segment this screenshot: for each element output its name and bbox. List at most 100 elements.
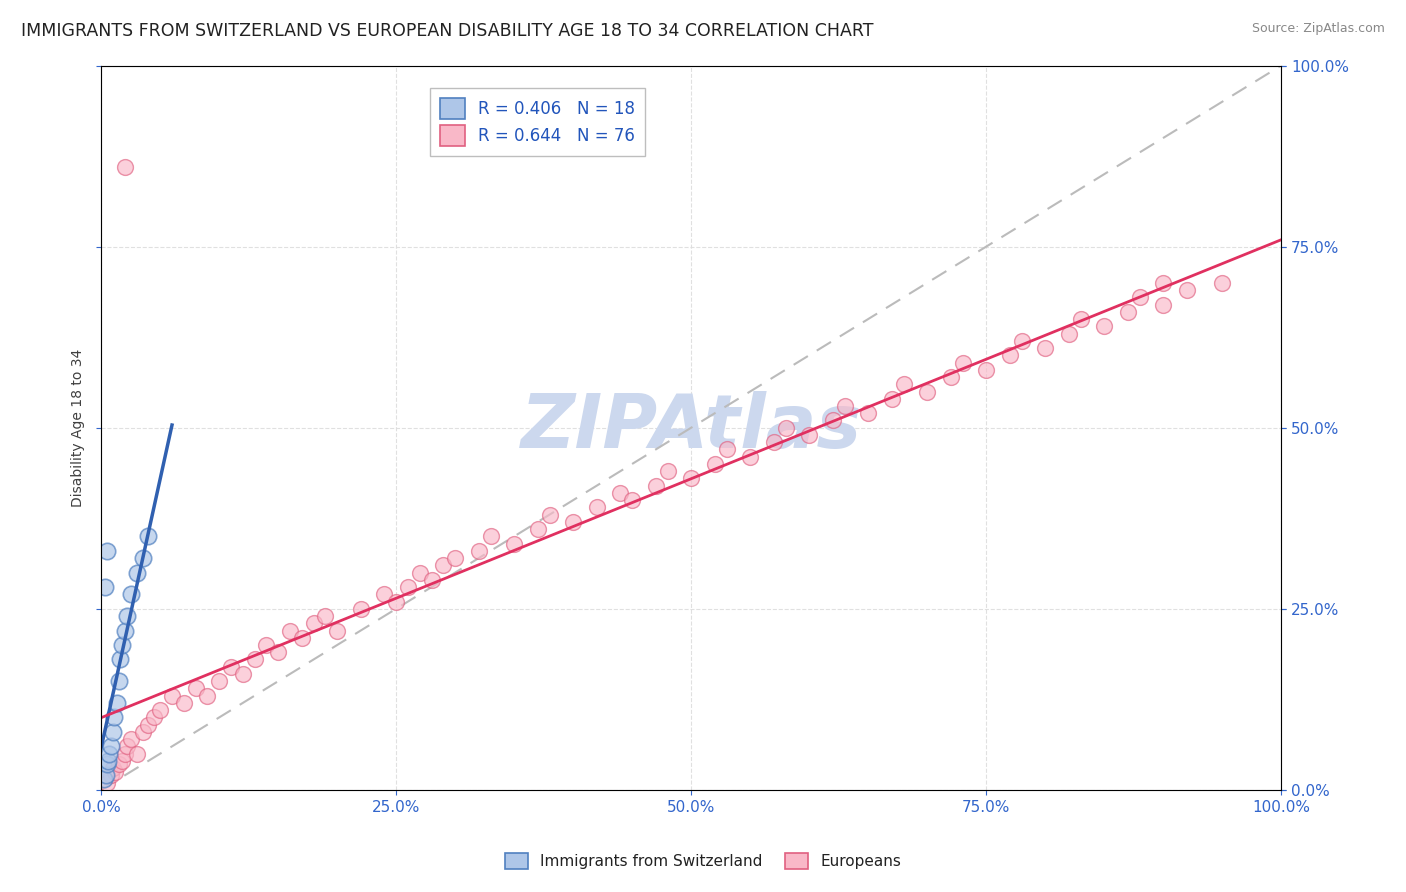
Point <box>1211 276 1233 290</box>
Point <box>160 689 183 703</box>
Point <box>468 544 491 558</box>
Point <box>1116 305 1139 319</box>
Point <box>503 536 526 550</box>
Point <box>998 348 1021 362</box>
Point <box>1152 297 1174 311</box>
Point <box>94 580 117 594</box>
Point <box>609 486 631 500</box>
Point <box>538 508 561 522</box>
Point <box>562 515 585 529</box>
Point <box>797 428 820 442</box>
Point <box>96 544 118 558</box>
Point <box>880 392 903 406</box>
Point <box>762 435 785 450</box>
Point <box>115 609 138 624</box>
Point <box>834 399 856 413</box>
Point <box>644 478 666 492</box>
Point <box>100 768 122 782</box>
Point <box>104 764 127 779</box>
Point <box>373 587 395 601</box>
Point <box>254 638 277 652</box>
Point <box>98 747 121 761</box>
Point <box>108 652 131 666</box>
Point <box>111 638 134 652</box>
Point <box>131 725 153 739</box>
Point <box>1152 276 1174 290</box>
Point <box>821 413 844 427</box>
Point <box>585 500 607 515</box>
Point <box>219 659 242 673</box>
Point <box>197 689 219 703</box>
Point <box>101 725 124 739</box>
Point <box>97 754 120 768</box>
Point <box>120 587 142 601</box>
Point <box>232 667 254 681</box>
Point <box>1175 283 1198 297</box>
Point <box>314 609 336 624</box>
Text: IMMIGRANTS FROM SWITZERLAND VS EUROPEAN DISABILITY AGE 18 TO 34 CORRELATION CHAR: IMMIGRANTS FROM SWITZERLAND VS EUROPEAN … <box>21 22 873 40</box>
Point <box>138 717 160 731</box>
Point <box>681 471 703 485</box>
Point <box>103 710 125 724</box>
Point <box>716 442 738 457</box>
Point <box>1092 319 1115 334</box>
Point <box>120 732 142 747</box>
Point <box>409 566 432 580</box>
Point <box>740 450 762 464</box>
Point <box>184 681 207 696</box>
Point <box>173 696 195 710</box>
Legend: Immigrants from Switzerland, Europeans: Immigrants from Switzerland, Europeans <box>499 847 907 875</box>
Point <box>96 775 118 789</box>
Point <box>952 355 974 369</box>
Point <box>100 739 122 754</box>
Point <box>1057 326 1080 341</box>
Point <box>105 696 128 710</box>
Point <box>267 645 290 659</box>
Point <box>974 363 997 377</box>
Point <box>115 739 138 754</box>
Point <box>479 529 502 543</box>
Point <box>1033 341 1056 355</box>
Point <box>149 703 172 717</box>
Point <box>125 747 148 761</box>
Point <box>326 624 349 638</box>
Text: ZIPAtlas: ZIPAtlas <box>520 392 862 464</box>
Point <box>114 624 136 638</box>
Point <box>915 384 938 399</box>
Point <box>420 573 443 587</box>
Point <box>432 558 454 573</box>
Point <box>526 522 548 536</box>
Point <box>101 761 124 775</box>
Point <box>243 652 266 666</box>
Point <box>1128 290 1150 304</box>
Point <box>208 674 231 689</box>
Point <box>143 710 166 724</box>
Point <box>350 601 373 615</box>
Point <box>444 551 467 566</box>
Text: Source: ZipAtlas.com: Source: ZipAtlas.com <box>1251 22 1385 36</box>
Point <box>1070 312 1092 326</box>
Point <box>856 406 879 420</box>
Point <box>108 757 131 772</box>
Point <box>114 160 136 174</box>
Point <box>125 566 148 580</box>
Point <box>621 493 644 508</box>
Point <box>385 594 408 608</box>
Point <box>291 631 314 645</box>
Point <box>114 747 136 761</box>
Point <box>396 580 419 594</box>
Point <box>703 457 725 471</box>
Point <box>138 529 160 543</box>
Point <box>94 768 117 782</box>
Point <box>657 464 679 478</box>
Point <box>96 757 118 772</box>
Point <box>111 754 134 768</box>
Point <box>775 421 797 435</box>
Point <box>302 616 325 631</box>
Point <box>893 377 915 392</box>
Point <box>939 370 962 384</box>
Y-axis label: Disability Age 18 to 34: Disability Age 18 to 34 <box>72 349 86 507</box>
Point <box>131 551 153 566</box>
Point <box>1011 334 1033 348</box>
Legend: R = 0.406   N = 18, R = 0.644   N = 76: R = 0.406 N = 18, R = 0.644 N = 76 <box>430 88 645 156</box>
